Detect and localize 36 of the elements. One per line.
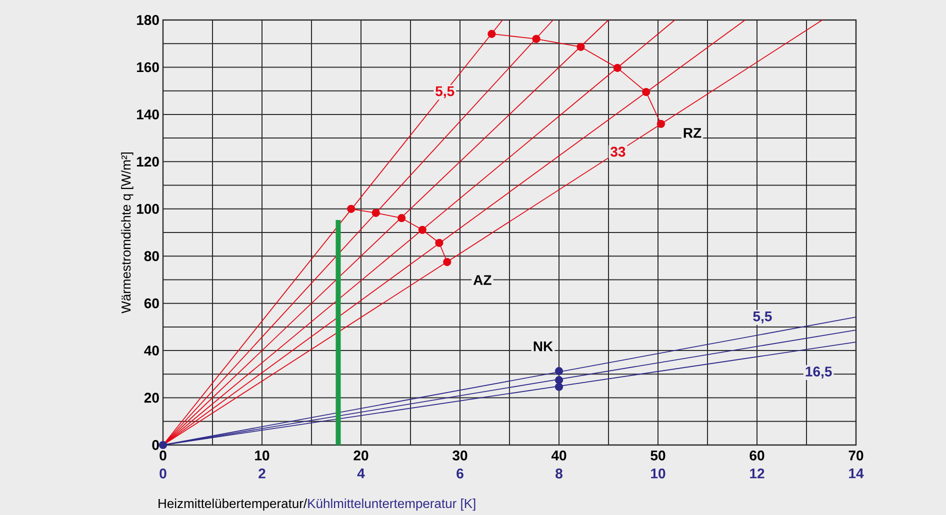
y-tick-label: 40 bbox=[144, 346, 159, 356]
y-tick-label: 100 bbox=[136, 204, 159, 214]
x-tick-label: 10 bbox=[255, 450, 270, 460]
x2-tick-label: 6 bbox=[456, 468, 464, 478]
x2-tick-label: 10 bbox=[651, 468, 666, 478]
y-axis-title: Wärmestromdichte q [W/m²] bbox=[121, 152, 134, 314]
y-tick-label: 20 bbox=[144, 392, 159, 403]
x2-tick-label: 12 bbox=[750, 468, 764, 478]
series-label: RZ bbox=[684, 128, 702, 138]
series-label: NK bbox=[534, 342, 553, 352]
series-label: 16,5 bbox=[806, 366, 832, 379]
x2-tick-label: 0 bbox=[160, 468, 166, 478]
y-tick-label: 180 bbox=[136, 15, 159, 25]
x-tick-label: 30 bbox=[452, 450, 468, 460]
y-tick-label: 0 bbox=[152, 440, 159, 450]
x2-axis-title: Kühlmitteluntertemperatur [K] bbox=[308, 498, 476, 511]
series-label: AZ bbox=[473, 275, 492, 285]
x2-tick-label: 4 bbox=[357, 468, 365, 478]
y-tick-label: 80 bbox=[144, 251, 159, 262]
y-tick-label: 140 bbox=[136, 109, 159, 120]
x-tick-label: 50 bbox=[650, 450, 666, 460]
series-label: 5,5 bbox=[753, 312, 772, 324]
x-axis-title: Heizmittelübertemperatur/ bbox=[158, 498, 308, 511]
x2-tick-label: 14 bbox=[849, 468, 864, 478]
x-tick-label: 70 bbox=[848, 450, 864, 460]
x-tick-label: 20 bbox=[354, 450, 368, 460]
series-label: 33 bbox=[610, 146, 626, 157]
y-tick-label: 120 bbox=[136, 156, 159, 167]
y-tick-label: 160 bbox=[136, 62, 159, 72]
x-tick-label: 0 bbox=[160, 450, 166, 460]
x-tick-label: 60 bbox=[750, 450, 764, 460]
y-tick-label: 60 bbox=[144, 298, 159, 308]
x2-tick-label: 8 bbox=[556, 468, 562, 478]
series-label: 5,5 bbox=[436, 86, 454, 98]
x2-tick-label: 2 bbox=[258, 468, 266, 478]
x-tick-label: 40 bbox=[551, 450, 566, 460]
